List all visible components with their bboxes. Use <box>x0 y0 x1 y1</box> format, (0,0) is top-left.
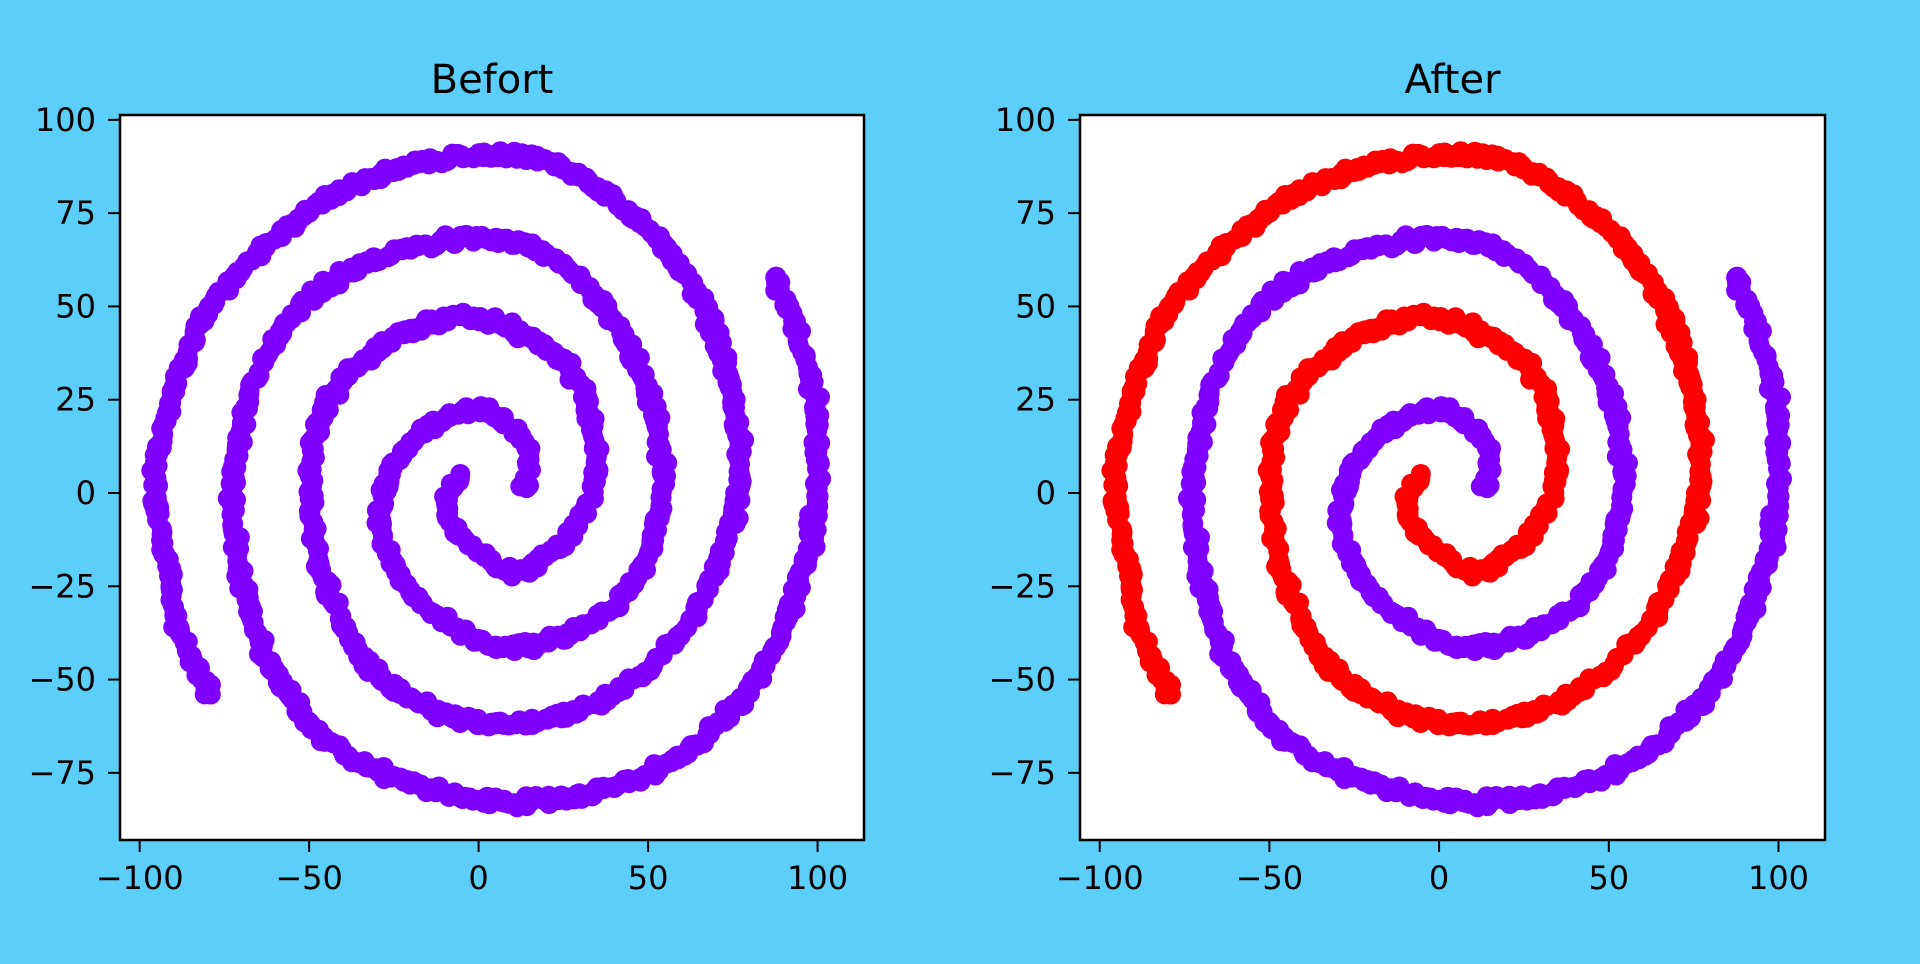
series-spiral-arm-A <box>141 141 755 737</box>
x-tick-label: −50 <box>1236 859 1304 897</box>
y-tick-label: 0 <box>1036 474 1056 512</box>
axes-frame <box>118 113 866 842</box>
x-tick-label: 50 <box>1588 859 1629 897</box>
y-axis: −75 −50 −25 0 25 50 75 100 <box>28 101 120 792</box>
y-axis: −75 −50 −25 0 25 50 75 100 <box>988 101 1080 792</box>
series-spiral-arm-B <box>217 224 832 818</box>
series-spiral-arm-A <box>1101 141 1715 737</box>
y-tick-label: 25 <box>55 381 96 419</box>
scatter-points <box>1101 141 1792 818</box>
x-axis: −100 −50 0 50 100 <box>1056 840 1809 897</box>
x-tick-label: 0 <box>1429 859 1449 897</box>
x-tick-label: −50 <box>275 859 343 897</box>
x-tick-label: −100 <box>1056 859 1144 897</box>
y-tick-label: −75 <box>988 754 1056 792</box>
y-tick-label: 75 <box>55 194 96 232</box>
x-tick-label: 0 <box>468 859 488 897</box>
y-tick-label: −25 <box>28 567 96 605</box>
y-tick-label: −25 <box>988 567 1056 605</box>
x-axis: −100 −50 0 50 100 <box>96 840 848 897</box>
y-tick-label: 75 <box>1015 194 1056 232</box>
panel-title-before: Befort <box>430 57 554 103</box>
panel-after: −100 −50 0 50 100 −75 −50 −25 0 25 50 75 100 <box>988 101 1827 897</box>
x-tick-label: 100 <box>1748 859 1809 897</box>
y-tick-label: 100 <box>995 101 1056 139</box>
x-tick-label: −100 <box>96 859 184 897</box>
y-tick-label: 50 <box>1015 287 1056 325</box>
y-tick-label: 50 <box>55 287 96 325</box>
y-tick-label: 0 <box>76 474 96 512</box>
panel-title-after: After <box>1404 57 1501 103</box>
x-tick-label: 100 <box>787 859 848 897</box>
y-tick-label: −75 <box>28 754 96 792</box>
y-tick-label: −50 <box>28 661 96 699</box>
y-tick-label: −50 <box>988 661 1056 699</box>
series-spiral-arm-B <box>1178 224 1792 818</box>
scatter-points <box>141 141 832 818</box>
y-tick-label: 25 <box>1015 381 1056 419</box>
y-tick-label: 100 <box>35 101 96 139</box>
panel-before: −100 −50 0 50 100 −75 −50 −25 0 25 50 75 100 <box>28 101 866 897</box>
axes-frame <box>1078 113 1827 842</box>
x-tick-label: 50 <box>628 859 669 897</box>
